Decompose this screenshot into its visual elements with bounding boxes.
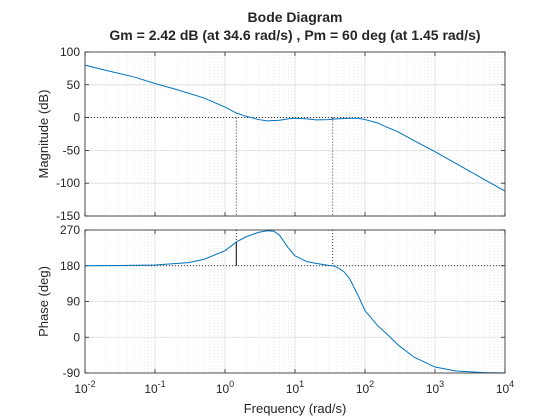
phase-series-line (84, 230, 506, 374)
frequency-tick-label: 100 (216, 379, 234, 396)
phase-tick-label: 0 (73, 330, 80, 344)
magnitude-series-line (84, 64, 506, 192)
chart-subtitle: Gm = 2.42 dB (at 34.6 rad/s) , Pm = 60 d… (109, 27, 480, 43)
frequency-tick-label: 10-1 (144, 379, 165, 396)
phase-panel: 270 180 90 0 -90 Phase (deg) (36, 223, 506, 380)
magnitude-tick-label: 0 (73, 111, 80, 125)
phase-tick-label: -90 (63, 366, 81, 380)
frequency-tick-label: 102 (356, 379, 374, 396)
frequency-tick-labels: 10-2 10-1 100 101 102 103 104 (74, 379, 514, 396)
phase-tick-label: 180 (60, 259, 80, 273)
magnitude-tick-label: -100 (56, 176, 80, 190)
phase-axes-box (84, 229, 506, 374)
frequency-tick-label: 103 (426, 379, 444, 396)
frequency-tick-label: 10-2 (74, 379, 95, 396)
phase-tick-label: 90 (67, 295, 81, 309)
frequency-tick-label: 104 (496, 379, 514, 396)
frequency-tick-label: 101 (286, 379, 304, 396)
magnitude-tick-label: 50 (67, 78, 81, 92)
frequency-axis-label: Frequency (rad/s) (244, 401, 347, 416)
magnitude-axis-label: Magnitude (dB) (36, 90, 51, 179)
magnitude-tick-label: 100 (60, 45, 80, 59)
phase-axis-label: Phase (deg) (36, 266, 51, 337)
chart-title: Bode Diagram (248, 9, 343, 25)
magnitude-axes-box (84, 51, 506, 217)
magnitude-tick-label: -50 (63, 143, 81, 157)
magnitude-tick-label: -150 (56, 209, 80, 223)
magnitude-panel: 100 50 0 -50 -100 -150 Magnitude (dB) (36, 45, 506, 223)
phase-tick-label: 270 (60, 223, 80, 237)
